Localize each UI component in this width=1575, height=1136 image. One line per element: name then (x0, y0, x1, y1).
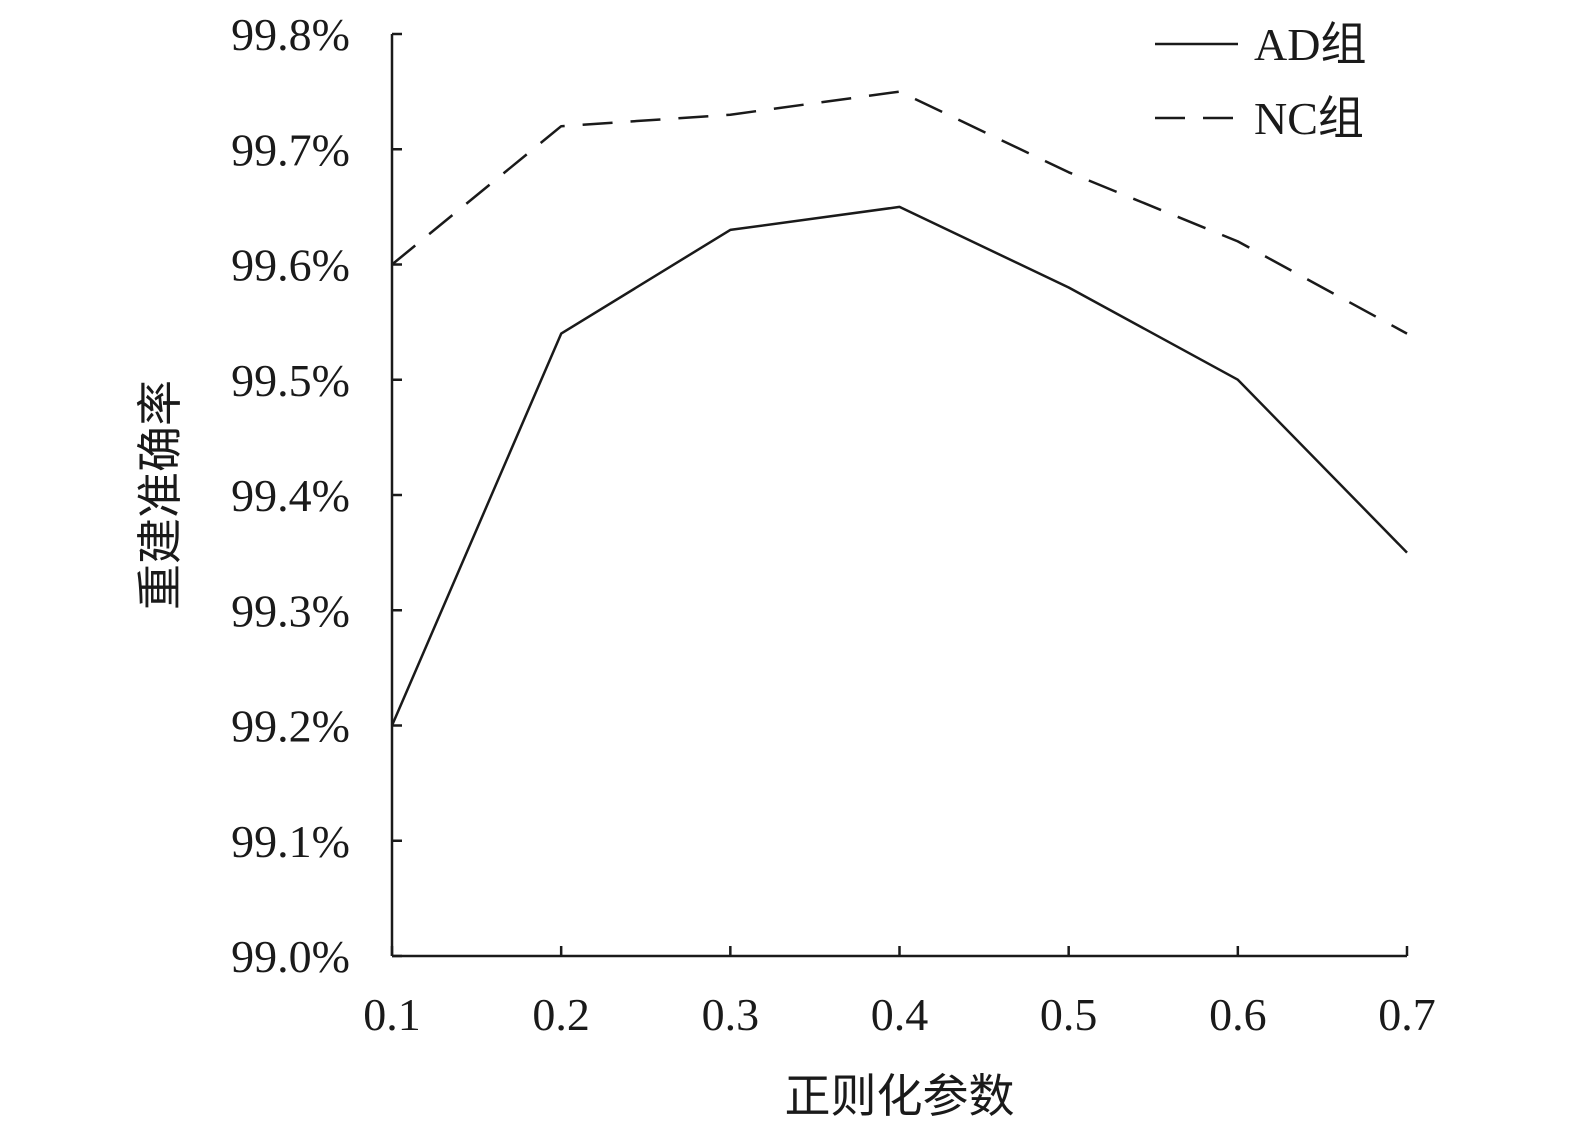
x-tick-label: 0.1 (363, 989, 421, 1040)
y-tick-label: 99.6% (231, 240, 350, 291)
x-axis: 0.1 0.2 0.3 0.4 0.5 0.6 0.7 (363, 946, 1436, 1040)
x-tick-label: 0.4 (871, 989, 929, 1040)
x-tick-label: 0.2 (532, 989, 590, 1040)
x-tick-label: 0.7 (1378, 989, 1436, 1040)
x-tick-label: 0.5 (1040, 989, 1098, 1040)
y-tick-label: 99.7% (231, 124, 350, 175)
x-axis-title: 正则化参数 (785, 1069, 1015, 1123)
legend-label-0: AD组 (1254, 19, 1366, 70)
y-tick-label: 99.2% (231, 701, 350, 752)
series-lines (390, 90, 1408, 726)
y-tick-label: 99.1% (231, 816, 350, 867)
y-tick-label: 99.5% (231, 355, 350, 406)
y-axis: 99.0% 99.1% 99.2% 99.3% 99.4% 99.5% 99.6% 99.7%… (231, 9, 402, 982)
y-tick-label: 99.4% (231, 470, 350, 521)
series-line-0 (390, 205, 1408, 726)
legend-label-1: NC组 (1254, 93, 1364, 144)
legend: AD组 NC组 (1155, 19, 1366, 144)
y-axis-title: 重建准确率 (133, 380, 187, 610)
series-line-1 (391, 90, 1408, 335)
x-tick-label: 0.6 (1209, 989, 1267, 1040)
y-tick-label: 99.0% (231, 931, 350, 982)
x-tick-label: 0.3 (702, 989, 760, 1040)
y-tick-label: 99.8% (231, 9, 350, 60)
y-tick-label: 99.3% (231, 585, 350, 636)
